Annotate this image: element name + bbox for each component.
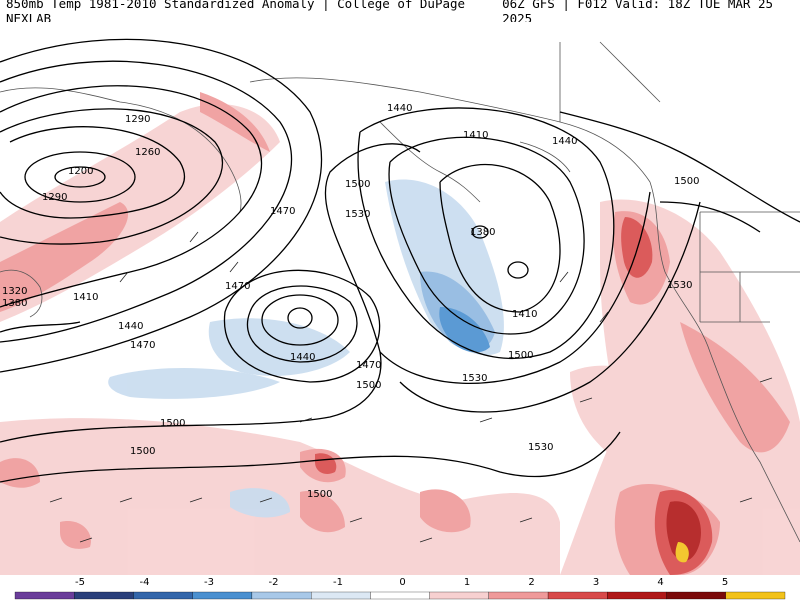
contour-label: 1470 [130,340,155,351]
anomaly-colorbar: -5 -4 -3 -2 -1 0 1 2 3 4 5 [14,577,786,600]
map-header: 850mb Temp 1981-2010 Standardized Anomal… [0,0,800,26]
contour-label: 1470 [356,360,381,371]
contour-label: 1410 [463,130,488,141]
colorbar-swatch [607,591,667,600]
contour-label: 1290 [125,114,150,125]
colorbar-ticks: -5 -4 -3 -2 -1 0 1 2 3 4 5 [75,577,728,588]
contour-label: 1380 [2,298,27,309]
contour-label: 1440 [552,136,577,147]
contour-label: 1500 [508,350,533,361]
contour-label: 1500 [307,489,332,500]
contour-label: 1290 [42,192,67,203]
contour-label: 1530 [462,373,487,384]
contour-label: 1500 [130,446,155,457]
contour-label: 1530 [667,280,692,291]
contour-label: 1470 [270,206,295,217]
contour-label: 1500 [356,380,381,391]
contour-label: 1440 [118,321,143,332]
colorbar-swatch [429,591,489,600]
contour-label: 1260 [135,147,160,158]
colorbar-swatch [311,591,371,600]
anomaly-map: 1290 1260 1200 1290 1320 1380 1410 1440 … [0,22,800,575]
colorbar-tick-label: -3 [204,577,214,588]
colorbar-swatch [74,591,134,600]
colorbar-tick-label: -4 [140,577,150,588]
colorbar-swatch [370,591,430,600]
colorbar-tick-label: 4 [657,577,663,588]
contour-label: 1530 [345,209,370,220]
height-contours [0,38,800,483]
colorbar-tick-label: -2 [269,577,279,588]
contour-label: 1500 [345,179,370,190]
coastlines [0,41,800,543]
colorbar-swatch [547,591,608,600]
contour-label: 1380 [470,227,495,238]
colorbar-swatch [192,591,253,600]
contour-labels: 1290 1260 1200 1290 1320 1380 1410 1440 … [2,103,699,500]
contour-label: 1320 [2,286,27,297]
colorbar-swatches [14,591,786,600]
cool-anomaly-shading [108,179,504,518]
colorbar-tick-label: -5 [75,577,85,588]
colorbar-swatch [133,591,193,600]
contour-label: 1440 [290,352,315,363]
colorbar-tick-label: 5 [722,577,728,588]
colorbar-tick-label: 0 [399,577,405,588]
contour-label: 1440 [387,103,412,114]
contour-label: 1410 [73,292,98,303]
contour-label: 1200 [68,166,93,177]
colorbar-swatch [666,591,726,600]
contour-label: 1530 [528,442,553,453]
contour-label: 1470 [225,281,250,292]
colorbar-swatch [488,591,549,600]
colorbar-swatch [14,591,75,600]
colorbar-tick-label: 1 [464,577,470,588]
warm-anomaly-shading [0,92,800,575]
contour-label: 1500 [160,418,185,429]
colorbar-tick-label: 3 [593,577,599,588]
colorbar-swatch [725,591,786,600]
contour-label: 1410 [512,309,537,320]
contour-label: 1500 [674,176,699,187]
colorbar-swatch [251,591,312,600]
colorbar-tick-label: -1 [333,577,343,588]
colorbar-tick-label: 2 [528,577,534,588]
wind-barbs [49,231,773,543]
